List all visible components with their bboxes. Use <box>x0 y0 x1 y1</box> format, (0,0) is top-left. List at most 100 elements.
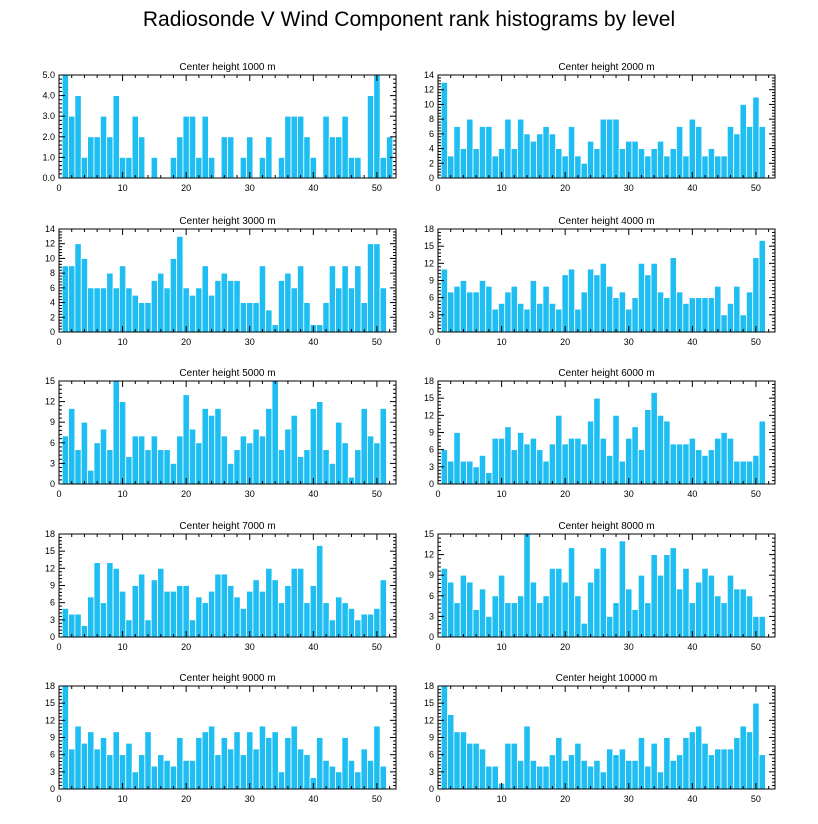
y-tick-label: 6 <box>429 293 434 303</box>
histogram-bar <box>561 581 569 638</box>
histogram-bar <box>739 725 747 790</box>
histogram-bar <box>309 408 317 485</box>
histogram-bar <box>542 765 550 790</box>
histogram-bar <box>373 442 381 485</box>
histogram-bar <box>593 397 601 485</box>
histogram-bar <box>574 437 582 485</box>
histogram-bar <box>188 294 197 333</box>
histogram-bar <box>625 588 633 638</box>
x-tick-label: 0 <box>56 794 61 804</box>
histogram-bar <box>131 585 139 638</box>
histogram-bar <box>466 581 474 638</box>
histogram-bar <box>138 573 146 638</box>
x-tick-label: 10 <box>118 183 128 193</box>
histogram-bar <box>347 156 356 179</box>
histogram-bar <box>447 460 455 485</box>
histogram-bar <box>536 602 544 638</box>
histogram-bar <box>663 554 671 638</box>
histogram-bar <box>138 136 146 179</box>
histogram-bar <box>106 754 114 790</box>
y-tick-label: 10 <box>45 253 55 263</box>
histogram-bar <box>682 302 690 333</box>
histogram-bar <box>574 308 582 333</box>
histogram-bar <box>106 136 114 179</box>
histogram-bar <box>707 297 715 333</box>
histogram-bar <box>593 567 601 638</box>
histogram-bar <box>169 156 178 179</box>
histogram-bar <box>227 136 235 179</box>
histogram-bar <box>144 731 152 790</box>
histogram-bar <box>517 432 525 485</box>
histogram-bar <box>478 454 487 485</box>
histogram-bar <box>587 140 595 179</box>
x-tick-label: 10 <box>118 642 128 652</box>
histogram-bar <box>478 280 487 333</box>
histogram-bar <box>360 408 368 485</box>
histogram-bar <box>188 428 197 485</box>
histogram-bar <box>284 115 292 179</box>
histogram-bar <box>106 449 114 485</box>
x-tick-label: 50 <box>751 489 761 499</box>
histogram-bar <box>663 420 671 485</box>
y-tick-label: 6 <box>50 283 55 293</box>
x-tick-label: 40 <box>687 489 697 499</box>
histogram-bar <box>523 443 531 485</box>
histogram-bar <box>669 148 677 179</box>
histogram-bar <box>328 765 336 790</box>
histogram-bar <box>758 126 766 179</box>
histogram-bar <box>265 136 273 179</box>
histogram-bar <box>745 595 754 638</box>
histogram-bar <box>593 274 601 333</box>
histogram-bar <box>297 567 305 638</box>
histogram-bar <box>542 595 550 638</box>
histogram-bar <box>650 262 658 333</box>
histogram-bar <box>239 435 247 485</box>
histogram-bar <box>644 409 652 485</box>
histogram-bar <box>707 148 715 179</box>
histogram-bar <box>169 765 178 790</box>
x-tick-label: 10 <box>497 489 507 499</box>
histogram-bar <box>252 748 260 790</box>
histogram-bar <box>220 435 228 485</box>
histogram-bar <box>733 737 741 790</box>
histogram-bar <box>485 765 493 790</box>
histogram-bar <box>277 771 286 790</box>
x-tick-label: 0 <box>435 642 440 652</box>
histogram-bar <box>246 136 254 179</box>
histogram-bar <box>284 272 292 333</box>
histogram-bar <box>517 118 525 179</box>
histogram-bar <box>169 258 178 333</box>
histogram-bar <box>599 547 607 638</box>
histogram-bar <box>491 765 499 790</box>
panel-title: Center height 4000 m <box>558 216 654 227</box>
histogram-bar <box>548 567 557 638</box>
y-tick-label: 9 <box>429 276 434 286</box>
histogram-bar <box>453 432 461 485</box>
histogram-bar <box>682 155 690 179</box>
x-tick-label: 20 <box>181 183 191 193</box>
y-tick-label: 0 <box>429 632 434 642</box>
histogram-bar <box>68 115 76 179</box>
histogram-bar <box>93 748 101 790</box>
histogram-bar <box>239 607 247 638</box>
histogram-bar <box>523 725 531 790</box>
x-tick-label: 30 <box>245 642 255 652</box>
y-tick-label: 12 <box>45 397 55 407</box>
histogram-bar <box>587 581 595 638</box>
histogram-bar <box>472 291 480 333</box>
histogram-bar <box>328 265 336 333</box>
histogram-bar <box>163 287 171 333</box>
histogram-bar <box>265 737 273 790</box>
histogram-bar <box>208 156 216 179</box>
histogram-bar <box>555 737 563 790</box>
histogram-bar <box>354 265 362 333</box>
histogram-bar <box>637 574 646 638</box>
histogram-bar <box>277 602 286 638</box>
histogram-bar <box>341 602 349 638</box>
x-tick-label: 0 <box>56 489 61 499</box>
histogram-bar <box>233 596 241 638</box>
x-tick-label: 20 <box>181 794 191 804</box>
histogram-bar <box>239 302 247 333</box>
histogram-bar <box>80 421 89 485</box>
histogram-bar <box>227 585 235 638</box>
